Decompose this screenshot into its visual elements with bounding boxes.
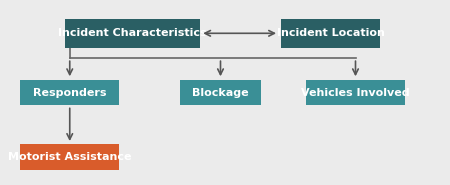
FancyBboxPatch shape [65, 18, 200, 48]
Text: Blockage: Blockage [192, 88, 249, 97]
Text: Motorist Assistance: Motorist Assistance [8, 152, 131, 162]
FancyBboxPatch shape [180, 80, 261, 105]
FancyBboxPatch shape [20, 144, 119, 170]
Text: Incident Location: Incident Location [277, 28, 385, 38]
FancyBboxPatch shape [306, 80, 405, 105]
FancyBboxPatch shape [20, 80, 119, 105]
FancyBboxPatch shape [281, 18, 380, 48]
Text: Incident Characteristics: Incident Characteristics [58, 28, 207, 38]
Text: Responders: Responders [33, 88, 107, 97]
Text: Vehicles Involved: Vehicles Involved [301, 88, 410, 97]
